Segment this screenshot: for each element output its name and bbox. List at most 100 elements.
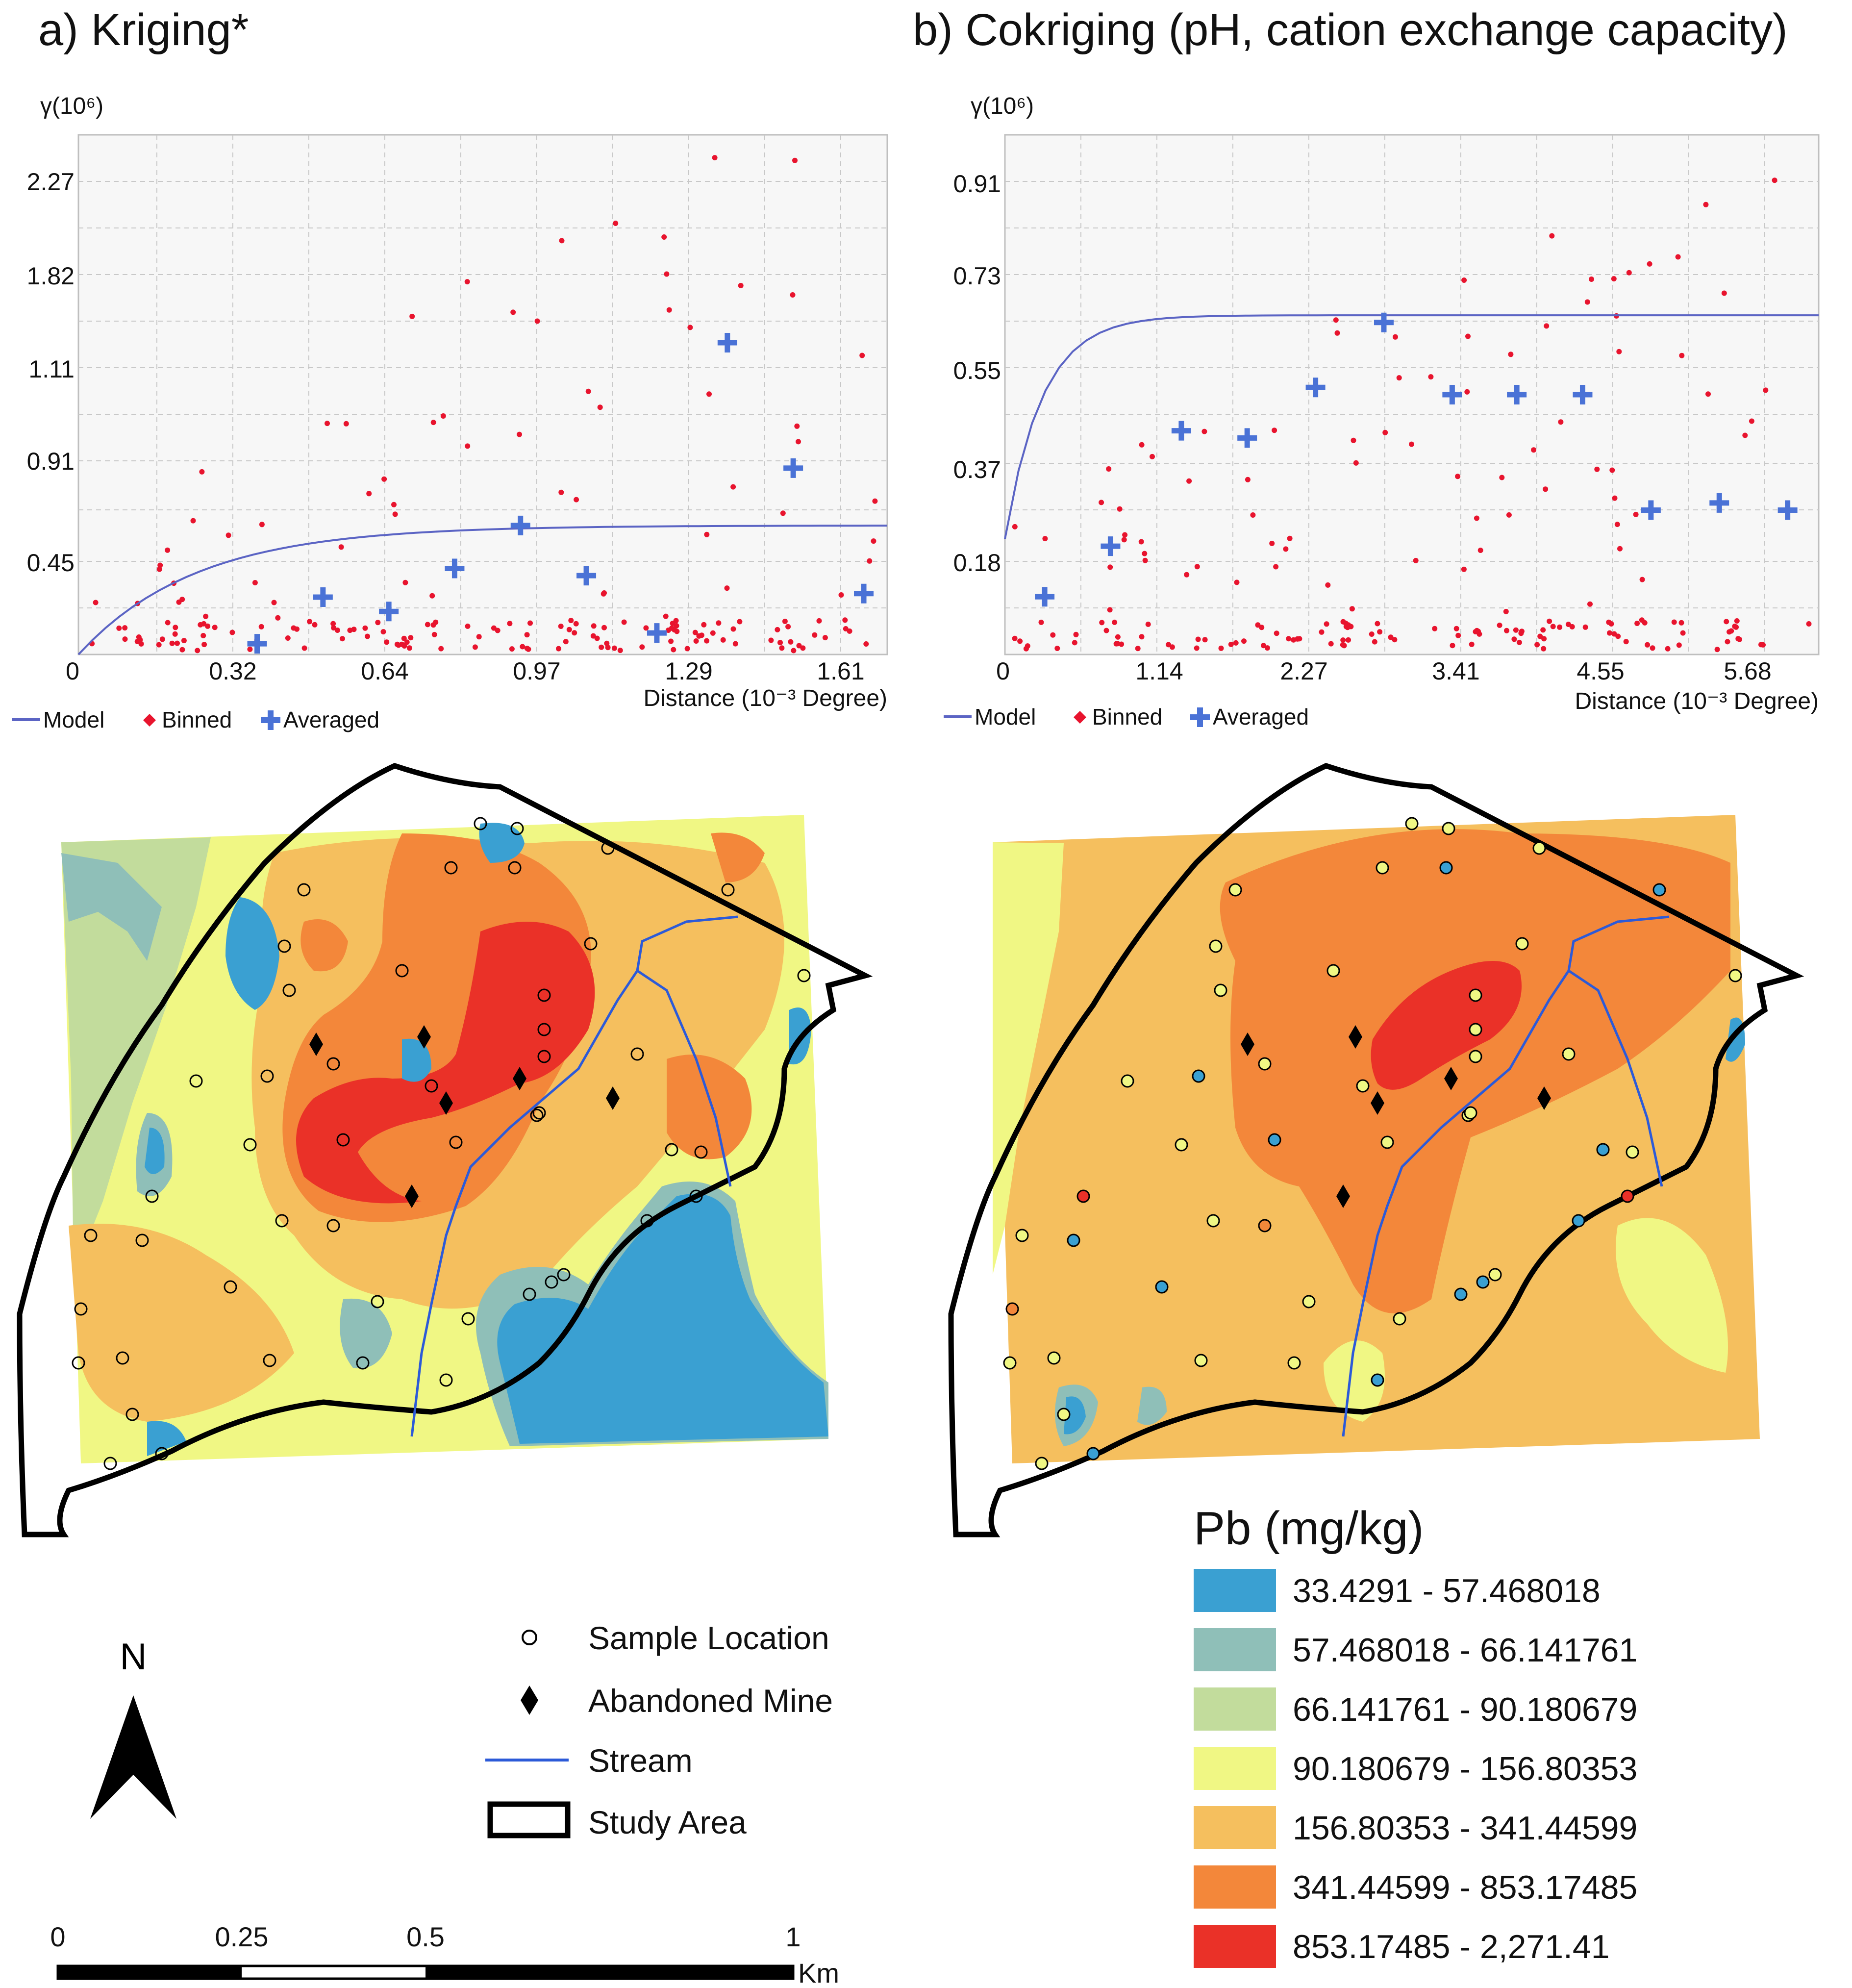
sample-location-point — [1057, 1408, 1071, 1421]
averaged-point — [1777, 500, 1798, 520]
pb-class-label: 341.44599 - 853.17485 — [1293, 1869, 1637, 1906]
sample-location-point — [145, 1189, 159, 1203]
xtick-label: 2.27 — [1280, 657, 1327, 685]
binned-point — [252, 580, 258, 585]
binned-point — [785, 624, 791, 629]
pb-legend-title: Pb (mg/kg) — [1194, 1502, 1424, 1555]
binned-point — [438, 646, 444, 652]
binned-point — [1550, 624, 1556, 629]
panel-b-title: b) Cokriging (pH, cation exchange capaci… — [913, 5, 1788, 55]
pb-class-label: 90.180679 - 156.80353 — [1293, 1750, 1637, 1787]
variogram-a-xticks: 0 0.32 0.64 0.97 1.29 1.61 — [66, 657, 865, 685]
binned-point — [1665, 646, 1671, 652]
binned-point — [1012, 635, 1018, 641]
variogram-b-legend: Model Binned Averaged — [944, 704, 1309, 730]
averaged-point — [854, 583, 874, 604]
binned-point — [409, 313, 415, 319]
binned-point — [464, 279, 470, 285]
binned-point — [871, 538, 876, 544]
binned-point — [585, 388, 591, 394]
sample-location-point — [694, 1145, 708, 1159]
map-a-abandoned-mines — [309, 1025, 620, 1208]
sample-location-point — [1562, 1047, 1576, 1061]
xtick-label: 1.29 — [665, 657, 712, 685]
binned-point — [1117, 506, 1123, 512]
binned-point — [294, 626, 300, 632]
binned-point — [472, 644, 478, 650]
sample-location-point — [1469, 988, 1482, 1002]
sample-location-point — [336, 1133, 350, 1147]
map-b-abandoned-mines — [1241, 1025, 1551, 1208]
sample-location-point — [510, 822, 524, 835]
binned-point — [1107, 607, 1113, 613]
binned-point — [1122, 532, 1128, 538]
binned-point — [173, 625, 178, 630]
binned-point — [366, 491, 372, 497]
averaged-point — [1035, 587, 1055, 607]
binned-point — [775, 627, 780, 632]
binned-point — [704, 638, 710, 644]
binned-point — [343, 421, 349, 427]
averaged-point — [717, 333, 737, 352]
binned-point — [1617, 546, 1623, 552]
xtick-label: 4.55 — [1577, 657, 1624, 685]
binned-point — [1042, 536, 1048, 542]
binned-point — [1201, 428, 1207, 434]
sample-location-point — [545, 1275, 558, 1289]
binned-point — [1017, 638, 1023, 644]
binned-point — [847, 628, 852, 634]
sample-location-point — [1121, 1074, 1134, 1088]
binned-point — [1261, 643, 1266, 649]
binned-point — [663, 613, 669, 619]
sample-location-point — [277, 939, 291, 953]
binned-point — [1464, 389, 1470, 395]
binned-point — [738, 283, 744, 288]
binned-point — [1540, 627, 1546, 633]
map-a-stream — [410, 915, 738, 1437]
variogram-a-averaged-points — [247, 333, 874, 654]
binned-point — [1392, 637, 1398, 643]
abandoned-mine-marker — [1371, 1091, 1384, 1115]
binned-point — [1737, 636, 1742, 642]
scale-label: 0.5 — [406, 1921, 445, 1952]
binned-point — [201, 642, 207, 648]
binned-point — [527, 620, 533, 626]
binned-point — [788, 639, 794, 645]
binned-point — [1119, 641, 1125, 647]
binned-point — [1461, 277, 1467, 283]
sample-location-point — [530, 1108, 544, 1122]
sample-location-point — [665, 1143, 678, 1157]
binned-point — [730, 626, 736, 632]
binned-point — [172, 631, 178, 637]
binned-point — [737, 619, 743, 625]
binned-point — [1115, 634, 1121, 640]
binned-point — [169, 640, 175, 646]
binned-point — [872, 498, 878, 504]
binned-point — [796, 439, 801, 445]
sample-location-point — [1652, 883, 1666, 897]
abandoned-mine-marker — [1537, 1086, 1551, 1110]
binned-point — [1476, 629, 1481, 634]
binned-point — [1233, 640, 1239, 646]
sample-location-point — [461, 1312, 475, 1326]
binned-point — [1194, 564, 1200, 570]
map-a — [17, 763, 873, 1537]
sample-location-point — [243, 1138, 257, 1152]
binned-point — [339, 636, 345, 642]
binned-point — [271, 600, 277, 605]
binned-point — [247, 646, 253, 652]
binned-point — [712, 155, 718, 161]
abandoned-mine-marker — [439, 1091, 453, 1115]
binned-point — [1594, 466, 1600, 472]
averaged-point — [783, 458, 803, 478]
binned-point — [391, 502, 397, 507]
binned-point — [334, 628, 340, 633]
ytick-label: 0.18 — [953, 549, 1001, 577]
averaged-point — [1573, 385, 1593, 404]
binned-point — [1497, 622, 1502, 628]
variogram-b-yticks: 0.18 0.37 0.55 0.73 0.91 — [953, 170, 1001, 577]
binned-point — [779, 645, 785, 651]
binned-point — [1324, 621, 1329, 627]
binned-point — [1611, 276, 1617, 282]
sample-location-point — [1405, 817, 1419, 830]
